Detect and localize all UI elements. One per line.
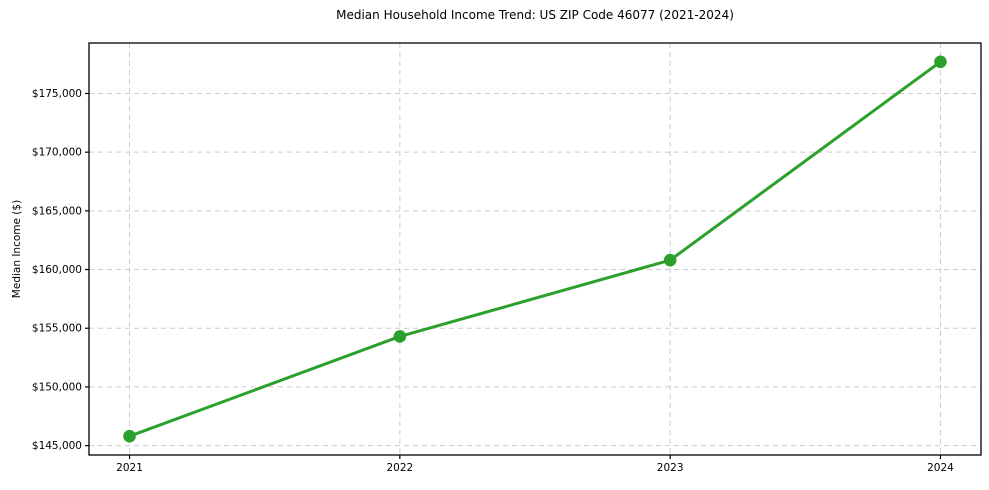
y-tick-label: $145,000 xyxy=(32,440,82,452)
chart-title: Median Household Income Trend: US ZIP Co… xyxy=(336,8,734,22)
trend-line xyxy=(128,60,942,438)
data-point xyxy=(393,330,407,343)
y-tick-label: $170,000 xyxy=(32,147,82,159)
y-tick-label: $165,000 xyxy=(32,205,82,217)
x-tick-label: 2022 xyxy=(386,462,413,474)
plot-border xyxy=(88,42,982,456)
y-tick-label: $155,000 xyxy=(32,323,82,335)
x-tick-label: 2021 xyxy=(116,462,143,474)
x-tick-label: 2023 xyxy=(657,462,684,474)
y-tick-label: $175,000 xyxy=(32,88,82,100)
data-point xyxy=(663,253,677,267)
data-point xyxy=(934,55,947,69)
y-tick-label: $160,000 xyxy=(32,264,82,276)
x-tick-label: 2024 xyxy=(927,462,954,474)
data-point xyxy=(123,429,136,443)
y-tick-label: $150,000 xyxy=(32,381,82,393)
